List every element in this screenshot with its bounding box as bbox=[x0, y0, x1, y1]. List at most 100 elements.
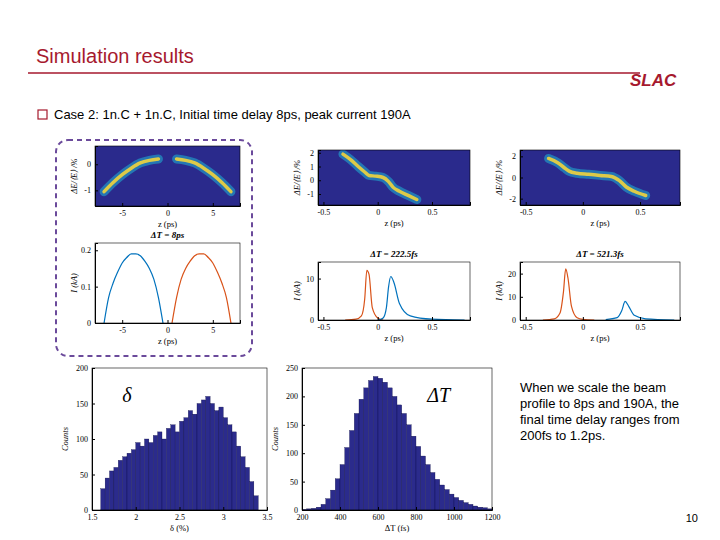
x-tick-label: 2.5 bbox=[175, 513, 185, 522]
chart: -0.500.501020z (ps)I (kA)ΔT = 521.3fs bbox=[494, 249, 681, 343]
plot-frame bbox=[302, 368, 492, 510]
slide: Simulation resultsSLACCase 2: 1n.C + 1n.… bbox=[0, 0, 720, 540]
y-axis-title: ΔE/⟨E⟩ /% bbox=[69, 158, 79, 194]
chart: -505-10z (ps)ΔE/⟨E⟩ /% bbox=[69, 146, 241, 229]
highlight-box bbox=[56, 140, 252, 356]
histogram-bar bbox=[383, 382, 388, 510]
y-axis-title: I (kA) bbox=[292, 281, 302, 302]
x-tick-label: -5 bbox=[119, 326, 126, 335]
y-tick-mark bbox=[318, 153, 321, 154]
y-tick-label: 100 bbox=[76, 435, 88, 444]
y-tick-mark bbox=[318, 279, 321, 280]
histogram-bar bbox=[118, 460, 122, 510]
histogram-bar bbox=[426, 465, 431, 510]
bullet-icon bbox=[38, 110, 47, 119]
x-tick: 0 bbox=[376, 317, 380, 332]
y-axis-line bbox=[521, 263, 524, 321]
y-tick-mark bbox=[520, 178, 523, 179]
histogram-bar bbox=[232, 432, 236, 510]
histogram-bar bbox=[184, 418, 188, 510]
x-tick: -0.5 bbox=[520, 317, 533, 332]
x-tick-label: -0.5 bbox=[318, 323, 331, 332]
x-tick-label: 3.5 bbox=[263, 513, 273, 522]
y-tick-mark bbox=[302, 482, 305, 483]
y-tick-label: 50 bbox=[80, 471, 88, 480]
plot-area bbox=[543, 269, 674, 320]
x-axis-line bbox=[93, 507, 268, 511]
chart: -0.500.5-1012z (ps)ΔE/⟨E⟩ /% bbox=[292, 149, 471, 228]
x-tick-mark bbox=[416, 507, 417, 510]
chart-title: ΔT = 8ps bbox=[150, 230, 185, 240]
x-tick: 1000 bbox=[447, 507, 463, 522]
x-tick-label: 1.5 bbox=[88, 513, 98, 522]
x-axis-line bbox=[96, 320, 241, 324]
histogram-bar bbox=[350, 430, 355, 510]
logo: SLAC bbox=[630, 71, 677, 90]
x-axis-line bbox=[521, 317, 681, 321]
y-tick-mark bbox=[95, 250, 98, 251]
x-tick-label: 1200 bbox=[485, 513, 501, 522]
y-tick-label: 0 bbox=[87, 319, 91, 328]
histogram-bar bbox=[180, 421, 184, 510]
y-tick-label: -1 bbox=[84, 186, 91, 195]
chart: -0.500.5-202z (ps)ΔE/⟨E⟩ /% bbox=[494, 150, 681, 228]
current-line bbox=[345, 270, 383, 320]
y-tick: 100 bbox=[286, 449, 305, 458]
x-tick-mark bbox=[267, 507, 268, 510]
x-tick-mark bbox=[168, 320, 169, 323]
y-tick: -1 bbox=[84, 186, 98, 195]
x-axis-title: z (ps) bbox=[590, 218, 609, 228]
y-tick-mark bbox=[520, 199, 523, 200]
x-tick: 0.5 bbox=[428, 202, 438, 217]
x-tick: 0 bbox=[376, 202, 380, 217]
y-tick-mark bbox=[302, 453, 305, 454]
y-tick-label: 0.1 bbox=[81, 283, 91, 292]
histogram-bar bbox=[149, 443, 153, 510]
y-tick: 0 bbox=[310, 316, 321, 325]
x-tick-mark bbox=[136, 507, 137, 510]
histogram-bar bbox=[373, 377, 378, 510]
plot-frame bbox=[95, 146, 240, 206]
y-axis-title: I (kA) bbox=[494, 281, 504, 302]
y-tick-mark bbox=[92, 404, 95, 405]
chart-title: ΔT = 222.5fs bbox=[369, 249, 418, 259]
band-halo bbox=[343, 154, 417, 199]
histogram-bar bbox=[162, 439, 166, 510]
slide-title: Simulation results bbox=[36, 45, 194, 67]
x-axis: -0.500.5 bbox=[520, 202, 681, 217]
y-tick-mark bbox=[92, 368, 95, 369]
histogram-bar bbox=[193, 414, 197, 510]
x-tick-mark bbox=[378, 317, 379, 320]
y-axis-line bbox=[93, 369, 96, 511]
chart: 20040060080010001200050100150200250ΔT (f… bbox=[270, 364, 501, 533]
x-tick: -0.5 bbox=[318, 317, 331, 332]
x-axis-title: ΔT (fs) bbox=[385, 523, 410, 533]
histogram-bar bbox=[188, 411, 192, 510]
y-tick-label: 0 bbox=[512, 174, 516, 183]
plot-frame bbox=[95, 243, 240, 323]
x-tick: -5 bbox=[119, 203, 126, 218]
histogram-bar bbox=[158, 432, 162, 510]
histogram-bar bbox=[369, 380, 374, 510]
band-halo bbox=[177, 159, 231, 192]
x-tick: 5 bbox=[211, 203, 215, 218]
x-axis-title: z (ps) bbox=[158, 336, 177, 346]
chart: 1.522.533.5050100150200δ (%)Countsδ bbox=[60, 364, 273, 533]
y-tick: 0 bbox=[87, 160, 98, 169]
x-tick: 0.5 bbox=[636, 202, 646, 217]
histogram-bar bbox=[321, 504, 326, 510]
histogram-bar bbox=[127, 453, 131, 510]
x-tick-label: 2 bbox=[134, 513, 138, 522]
histogram-bar bbox=[416, 446, 421, 510]
plot-background bbox=[318, 150, 470, 205]
x-tick-mark bbox=[583, 317, 584, 320]
y-tick: 20 bbox=[508, 270, 523, 279]
annotation: δ bbox=[122, 384, 132, 406]
x-tick-mark bbox=[213, 203, 214, 206]
phase-space-band bbox=[343, 154, 417, 199]
x-tick-mark bbox=[213, 320, 214, 323]
y-axis: -1012 bbox=[307, 149, 321, 206]
y-axis-line bbox=[521, 151, 524, 206]
x-axis-title: z (ps) bbox=[590, 333, 609, 343]
y-tick: 0 bbox=[294, 506, 305, 515]
